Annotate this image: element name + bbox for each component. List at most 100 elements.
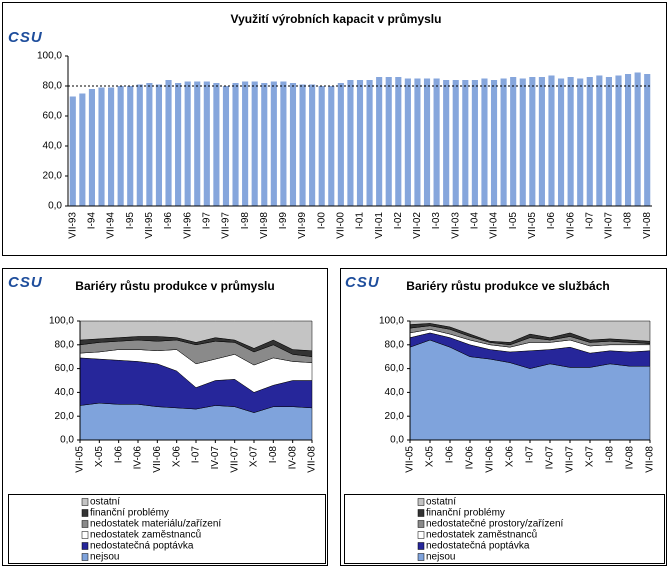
bar	[529, 77, 536, 206]
x-tick-label: I-07	[525, 446, 536, 464]
bar	[309, 84, 316, 206]
area	[409, 320, 651, 343]
bar	[88, 89, 95, 206]
bar	[577, 78, 584, 206]
bar	[605, 77, 612, 206]
bar	[414, 78, 421, 206]
bar	[155, 84, 163, 206]
area	[79, 320, 313, 352]
x-tick-label: X-07	[249, 446, 260, 468]
logo: CSU	[345, 274, 380, 291]
x-tick-label: I-08	[605, 446, 616, 464]
y-tick-label: 80,0	[43, 81, 63, 92]
bar	[366, 80, 373, 206]
legend-label: finanční problémy	[426, 508, 505, 519]
x-tick-label: VII-99	[297, 212, 308, 239]
x-tick-label: IV-07	[545, 446, 556, 470]
bar	[615, 75, 622, 206]
bar	[404, 78, 411, 206]
chart-title: Bariéry růstu produkce ve službách	[406, 279, 609, 293]
legend-swatch	[81, 542, 89, 550]
x-tick-label: VII-05	[527, 212, 538, 239]
bar	[136, 84, 143, 206]
legend-swatch	[81, 509, 89, 517]
bar	[146, 83, 153, 206]
legend-label: nedostatečné prostory/zařízení	[426, 519, 564, 530]
bar	[471, 80, 478, 206]
legend-label: nedostatek materiálu/zařízení	[90, 519, 221, 530]
x-tick-label: VII-04	[489, 212, 500, 239]
x-tick-label: VII-02	[412, 212, 423, 239]
legend-label: nedostatečná poptávka	[90, 541, 194, 552]
x-tick-label: I-06	[546, 212, 557, 230]
bar	[79, 93, 86, 206]
bar	[490, 80, 498, 206]
x-tick-label: IV-08	[625, 446, 636, 470]
x-tick-label: I-07	[191, 446, 202, 464]
bar	[452, 80, 459, 206]
bar	[443, 80, 450, 206]
logo: CSU	[8, 29, 43, 46]
bar	[117, 86, 124, 206]
bar	[280, 81, 287, 206]
bar	[175, 83, 182, 206]
x-tick-label: I-97	[201, 212, 212, 230]
bar	[165, 80, 172, 206]
x-tick-label: VII-98	[259, 212, 270, 239]
bar	[510, 77, 517, 206]
legend-swatch	[81, 553, 89, 561]
legend-label: nejsou	[90, 552, 119, 563]
chart-title: Bariéry růstu produkce v průmyslu	[75, 279, 274, 293]
x-tick-label: I-07	[584, 212, 595, 230]
x-tick-label: I-08	[623, 212, 634, 230]
y-tick-label: 80,0	[385, 339, 405, 350]
legend-label: nejsou	[426, 552, 455, 563]
x-tick-label: I-99	[278, 212, 289, 230]
legend-swatch	[81, 531, 89, 539]
y-tick-label: 40,0	[385, 387, 405, 398]
x-tick-label: I-96	[163, 212, 174, 230]
bar	[596, 75, 603, 206]
x-tick-label: IV-06	[133, 446, 144, 470]
y-tick-label: 0,0	[390, 435, 404, 446]
legend-swatch	[81, 520, 89, 528]
bar	[538, 77, 545, 206]
x-tick-label: I-00	[316, 212, 327, 230]
y-tick-label: 40,0	[43, 141, 63, 152]
bar	[299, 84, 306, 206]
bar	[376, 77, 383, 206]
x-tick-label: VII-97	[221, 212, 232, 239]
x-tick-label: VII-05	[405, 446, 416, 473]
bar	[462, 80, 469, 206]
y-tick-label: 0,0	[60, 435, 74, 446]
x-tick-label: I-06	[445, 446, 456, 464]
x-tick-label: X-07	[585, 446, 596, 468]
x-tick-label: IV-08	[287, 446, 298, 470]
logo: CSU	[8, 274, 43, 291]
legend-swatch	[417, 498, 425, 506]
bar	[108, 87, 115, 206]
legend-label: nedostatečná poptávka	[426, 541, 530, 552]
bar	[318, 86, 325, 206]
x-tick-label: VII-96	[182, 212, 193, 239]
x-tick-label: X-06	[505, 446, 516, 468]
bar	[500, 78, 507, 206]
bar	[356, 80, 364, 206]
bar	[433, 78, 440, 206]
x-tick-label: IV-07	[210, 446, 221, 470]
legend-swatch	[417, 542, 425, 550]
x-tick-label: VII-06	[565, 212, 576, 239]
x-tick-label: VII-08	[642, 212, 653, 239]
x-tick-label: VII-93	[67, 212, 78, 239]
bar	[567, 77, 574, 206]
bar	[395, 77, 402, 206]
legend-swatch	[417, 509, 425, 517]
x-tick-label: VII-03	[450, 212, 461, 239]
x-tick-label: VII-08	[645, 446, 656, 473]
y-tick-label: 80,0	[55, 339, 75, 350]
bar	[385, 77, 392, 206]
legend-label: ostatní	[90, 497, 120, 508]
bar	[557, 78, 565, 206]
y-tick-label: 20,0	[55, 411, 75, 422]
